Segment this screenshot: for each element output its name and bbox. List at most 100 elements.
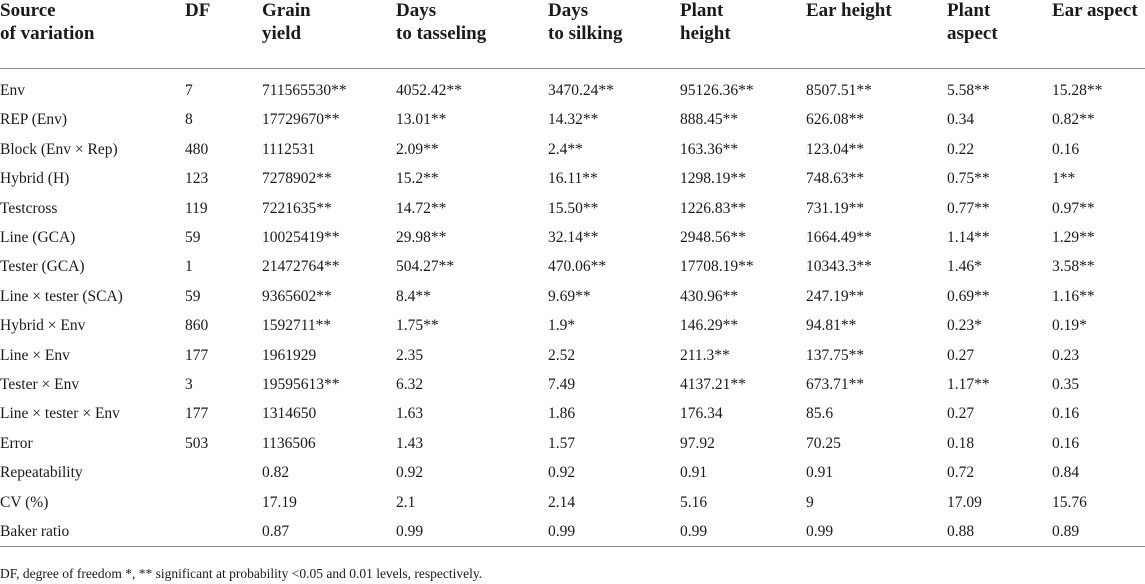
table-cell: 0.89 bbox=[1052, 523, 1080, 540]
table-cell: 177 bbox=[185, 346, 209, 364]
table-cell: 0.16 bbox=[1052, 434, 1080, 452]
table-cell: 430.96** bbox=[680, 287, 739, 305]
table-header: Source of variation DF Grain yield Days to … bbox=[0, 0, 1145, 60]
table-cell: 1.75** bbox=[396, 317, 439, 335]
table-cell: 0.97** bbox=[1052, 199, 1095, 217]
table-row: Line × Env 177 1961929 2.35 2.52 211.3** 137.7… bbox=[0, 346, 1145, 375]
table-cell: 748.63** bbox=[806, 170, 865, 188]
table-cell: 70.25 bbox=[806, 434, 841, 452]
table-cell: 3470.24** bbox=[548, 82, 614, 99]
table-cell: 673.71** bbox=[806, 376, 865, 393]
table-cell: 6.32 bbox=[396, 376, 424, 393]
table-cell: 2.52 bbox=[548, 346, 576, 364]
table-cell: 1.63 bbox=[396, 405, 424, 423]
table-cell: 1112531 bbox=[262, 140, 316, 158]
table-row: CV (%) 17.19 2.1 2.14 5.16 9 17.09 15.76 bbox=[0, 493, 1145, 522]
table-cell: 4137.21** bbox=[680, 376, 746, 393]
table-cell: 0.18 bbox=[947, 434, 975, 452]
table-row: Repeatability 0.82 0.92 0.92 0.91 0.91 0.72 0.8… bbox=[0, 463, 1145, 492]
table-cell: 0.72 bbox=[947, 464, 975, 482]
table-row: Tester × Env 3 19595613** 6.32 7.49 4137.21**… bbox=[0, 375, 1145, 404]
table-cell: 0.34 bbox=[947, 111, 975, 129]
table-cell: 7221635** bbox=[262, 199, 332, 217]
table-cell: 888.45** bbox=[680, 111, 739, 129]
column-header: Days to silking bbox=[548, 0, 623, 44]
table-cell: 14.32** bbox=[548, 111, 599, 129]
table-cell: 4052.42** bbox=[396, 82, 462, 99]
row-label: Testcross bbox=[0, 199, 58, 217]
row-label: Block (Env × Rep) bbox=[0, 140, 118, 158]
table-cell: 21472764** bbox=[262, 258, 340, 276]
table-cell: 1.86 bbox=[548, 405, 576, 423]
table-cell: 17.09 bbox=[947, 493, 982, 511]
table-cell: 0.23 bbox=[1052, 346, 1080, 364]
table-cell: 1664.49** bbox=[806, 229, 872, 246]
row-label: Hybrid × Env bbox=[0, 317, 86, 335]
table-row: REP (Env) 8 17729670** 13.01** 14.32** 888.45… bbox=[0, 110, 1145, 139]
row-label: Env bbox=[0, 82, 25, 99]
table-cell: 0.88 bbox=[947, 523, 975, 540]
table-cell: 19595613** bbox=[262, 376, 340, 393]
row-label: Baker ratio bbox=[0, 523, 70, 540]
table-footnote: DF, degree of freedom *, ** significant … bbox=[0, 566, 483, 581]
table-cell: 0.82 bbox=[262, 464, 290, 482]
table-cell: 504.27** bbox=[396, 258, 455, 276]
table-cell: 1136506 bbox=[262, 434, 316, 452]
table-cell: 0.16 bbox=[1052, 140, 1080, 158]
table-cell: 1.9* bbox=[548, 317, 576, 335]
column-header: Ear aspect bbox=[1052, 0, 1138, 21]
table-cell: 5.58** bbox=[947, 82, 990, 99]
table-cell: 94.81** bbox=[806, 317, 857, 335]
table-cell: 29.98** bbox=[396, 229, 447, 246]
table-cell: 15.2** bbox=[396, 170, 439, 188]
table-cell: 0.27 bbox=[947, 405, 975, 423]
table-cell: 2.4** bbox=[548, 140, 583, 158]
table-cell: 123 bbox=[185, 170, 209, 188]
table-cell: 1.46* bbox=[947, 258, 982, 276]
table-cell: 9.69** bbox=[548, 287, 591, 305]
table-cell: 1.17** bbox=[947, 376, 990, 393]
table-cell: 0.92 bbox=[396, 464, 424, 482]
table-cell: 711565530** bbox=[262, 82, 347, 99]
row-label: Error bbox=[0, 434, 33, 452]
table-cell: 1226.83** bbox=[680, 199, 746, 217]
table-cell: 95126.36** bbox=[680, 82, 754, 99]
table-cell: 0.27 bbox=[947, 346, 975, 364]
row-label: Line × tester (SCA) bbox=[0, 287, 123, 305]
table-row: Env 7 711565530** 4052.42** 3470.24** 95126.3… bbox=[0, 81, 1145, 110]
table-cell: 2.09** bbox=[396, 140, 439, 158]
table-row: Block (Env × Rep) 480 1112531 2.09** 2.4** 16… bbox=[0, 140, 1145, 169]
table-cell: 1.29** bbox=[1052, 229, 1095, 246]
table-cell: 13.01** bbox=[396, 111, 447, 129]
table-cell: 59 bbox=[185, 287, 201, 305]
table-cell: 1** bbox=[1052, 170, 1076, 188]
table-cell: 59 bbox=[185, 229, 201, 246]
table-cell: 626.08** bbox=[806, 111, 865, 129]
table-cell: 1961929 bbox=[262, 346, 317, 364]
table-cell: 470.06** bbox=[548, 258, 607, 276]
table-cell: 0.23* bbox=[947, 317, 982, 335]
table-cell: 7.49 bbox=[548, 376, 576, 393]
table-cell: 1314650 bbox=[262, 405, 317, 423]
row-label: Hybrid (H) bbox=[0, 170, 70, 188]
column-header: Grain yield bbox=[262, 0, 311, 44]
table-cell: 176.34 bbox=[680, 405, 723, 423]
table-cell: 0.75** bbox=[947, 170, 990, 188]
table-cell: 8 bbox=[185, 111, 193, 129]
row-label: REP (Env) bbox=[0, 111, 68, 129]
table-cell: 0.87 bbox=[262, 523, 290, 540]
table-cell: 119 bbox=[185, 199, 208, 217]
table-cell: 2.1 bbox=[396, 493, 416, 511]
table-row: Line × tester × Env 177 1314650 1.63 1.86 176… bbox=[0, 404, 1145, 433]
table-row: Tester (GCA) 1 21472764** 504.27** 470.06** 1… bbox=[0, 257, 1145, 286]
table-cell: 0.22 bbox=[947, 140, 975, 158]
table-cell: 211.3** bbox=[680, 346, 730, 364]
table-cell: 0.99 bbox=[396, 523, 424, 540]
table-cell: 177 bbox=[185, 405, 209, 423]
table-cell: 1298.19** bbox=[680, 170, 746, 188]
table-row: Baker ratio 0.87 0.99 0.99 0.99 0.99 0.88 0.89 bbox=[0, 522, 1145, 551]
bottom-rule bbox=[0, 546, 1145, 547]
row-label: CV (%) bbox=[0, 493, 49, 511]
table-cell: 15.76 bbox=[1052, 493, 1087, 511]
table-cell: 1.43 bbox=[396, 434, 424, 452]
